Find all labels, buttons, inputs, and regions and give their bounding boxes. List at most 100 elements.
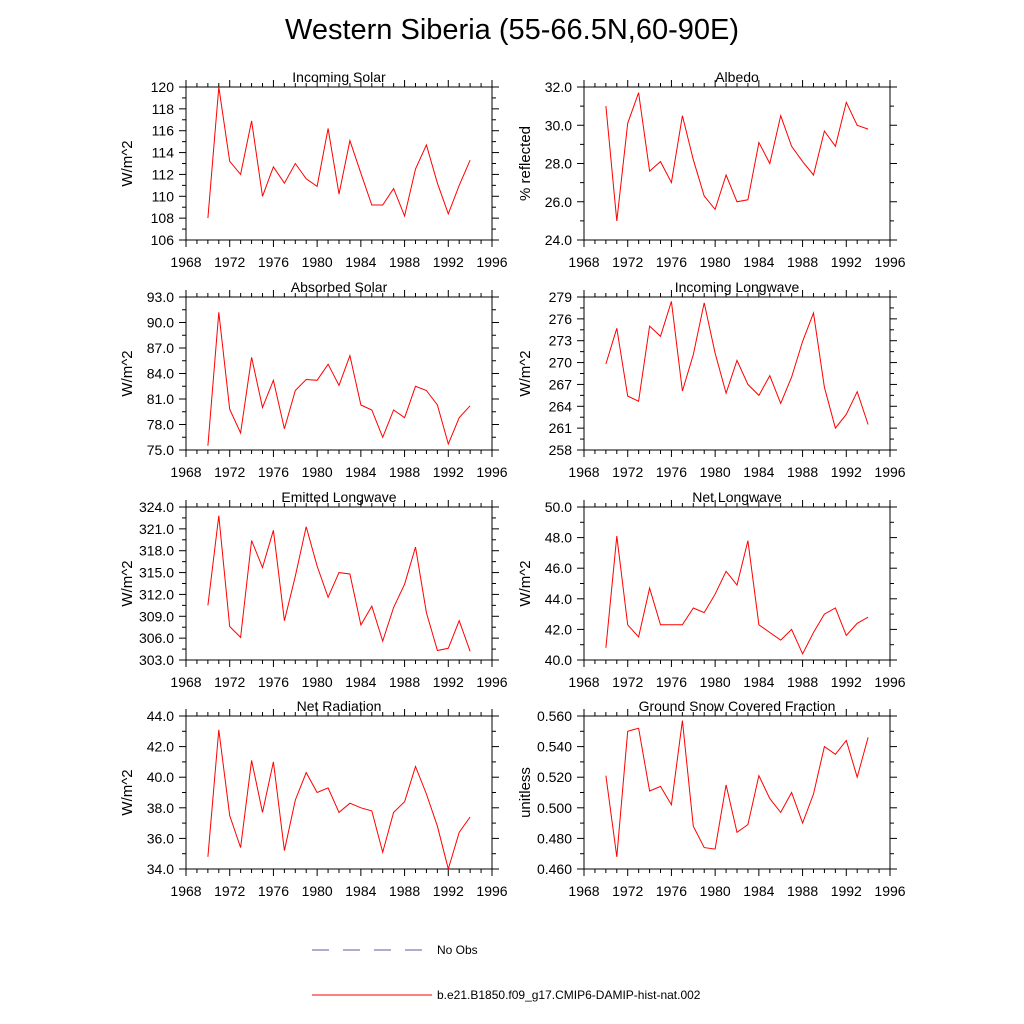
x-tick-label: 1996 bbox=[874, 674, 905, 690]
x-tick-label: 1996 bbox=[874, 464, 905, 480]
y-tick-label: 42.0 bbox=[545, 621, 572, 637]
x-tick-label: 1984 bbox=[345, 674, 376, 690]
y-axis-label: W/m^2 bbox=[517, 350, 534, 396]
y-tick-label: 40.0 bbox=[545, 652, 572, 668]
x-tick-label: 1992 bbox=[831, 883, 862, 899]
x-tick-label: 1984 bbox=[743, 254, 774, 270]
x-tick-label: 1988 bbox=[787, 674, 818, 690]
y-axis-label: unitless bbox=[517, 767, 534, 818]
x-tick-label: 1984 bbox=[345, 464, 376, 480]
legend: No Obs b.e21.B1850.f09_g17.CMIP6-DAMIP-hi… bbox=[312, 943, 701, 1002]
x-tick-label: 1988 bbox=[787, 254, 818, 270]
y-tick-label: 84.0 bbox=[147, 366, 174, 382]
x-tick-label: 1976 bbox=[656, 674, 687, 690]
y-tick-label: 32.0 bbox=[545, 79, 572, 95]
y-tick-label: 38.0 bbox=[147, 800, 174, 816]
y-tick-label: 81.0 bbox=[147, 391, 174, 407]
x-tick-label: 1968 bbox=[568, 464, 599, 480]
x-tick-label: 1968 bbox=[568, 254, 599, 270]
x-tick-label: 1984 bbox=[743, 883, 774, 899]
series-line bbox=[207, 86, 471, 219]
y-axis-label: W/m^2 bbox=[517, 560, 534, 606]
x-tick-label: 1980 bbox=[700, 883, 731, 899]
x-tick-label: 1996 bbox=[874, 254, 905, 270]
y-tick-label: 48.0 bbox=[545, 530, 572, 546]
x-tick-label: 1968 bbox=[170, 883, 201, 899]
y-tick-label: 0.500 bbox=[537, 800, 572, 816]
y-tick-label: 93.0 bbox=[147, 289, 174, 305]
panel-title: Ground Snow Covered Fraction bbox=[639, 698, 836, 714]
panels: Incoming Solar 1968 1972 1976 1980 1984 1988 19… bbox=[119, 69, 906, 899]
x-tick-label: 1992 bbox=[831, 674, 862, 690]
x-tick-label: 1988 bbox=[787, 883, 818, 899]
x-tick-label: 1976 bbox=[258, 254, 289, 270]
x-tick-label: 1992 bbox=[433, 674, 464, 690]
x-tick-label: 1972 bbox=[612, 674, 643, 690]
x-tick-label: 1984 bbox=[345, 883, 376, 899]
y-tick-label: 0.540 bbox=[537, 739, 572, 755]
x-tick-label: 1996 bbox=[874, 883, 905, 899]
y-tick-label: 24.0 bbox=[545, 232, 572, 248]
y-axis-label: W/m^2 bbox=[119, 769, 136, 815]
y-tick-label: 46.0 bbox=[545, 560, 572, 576]
x-tick-label: 1988 bbox=[389, 254, 420, 270]
panel-7: Net Radiation 1968 1972 1976 1980 1984 1988 199… bbox=[119, 698, 508, 899]
x-tick-label: 1976 bbox=[656, 254, 687, 270]
y-tick-label: 87.0 bbox=[147, 340, 174, 356]
y-tick-label: 306.0 bbox=[139, 630, 174, 646]
x-tick-label: 1980 bbox=[700, 674, 731, 690]
x-tick-label: 1976 bbox=[258, 464, 289, 480]
panel-title: Emitted Longwave bbox=[281, 489, 396, 505]
x-tick-label: 1996 bbox=[476, 674, 507, 690]
x-tick-label: 1968 bbox=[568, 883, 599, 899]
x-tick-label: 1984 bbox=[743, 674, 774, 690]
x-tick-label: 1988 bbox=[389, 883, 420, 899]
plot-frame bbox=[583, 296, 891, 451]
x-tick-label: 1972 bbox=[214, 674, 245, 690]
x-tick-label: 1980 bbox=[302, 254, 333, 270]
x-tick-label: 1992 bbox=[831, 464, 862, 480]
x-tick-label: 1988 bbox=[389, 464, 420, 480]
x-tick-label: 1992 bbox=[433, 464, 464, 480]
panel-title: Albedo bbox=[715, 69, 759, 85]
x-tick-label: 1984 bbox=[743, 464, 774, 480]
y-tick-label: 267 bbox=[549, 376, 573, 392]
plot-frame bbox=[583, 715, 891, 870]
plot-frame bbox=[185, 296, 493, 451]
y-tick-label: 303.0 bbox=[139, 652, 174, 668]
x-tick-label: 1976 bbox=[258, 883, 289, 899]
y-tick-label: 50.0 bbox=[545, 499, 572, 515]
legend-label: No Obs bbox=[437, 943, 478, 957]
y-tick-label: 108 bbox=[151, 210, 175, 226]
panel-title: Absorbed Solar bbox=[291, 279, 388, 295]
x-tick-label: 1984 bbox=[345, 254, 376, 270]
x-tick-label: 1968 bbox=[170, 254, 201, 270]
y-tick-label: 34.0 bbox=[147, 861, 174, 877]
y-axis-label: % reflected bbox=[517, 126, 534, 201]
y-axis-label: W/m^2 bbox=[119, 350, 136, 396]
series-line bbox=[207, 515, 471, 652]
x-tick-label: 1980 bbox=[700, 254, 731, 270]
plot-frame bbox=[185, 715, 493, 870]
x-tick-label: 1972 bbox=[612, 883, 643, 899]
x-tick-label: 1972 bbox=[214, 464, 245, 480]
y-tick-label: 276 bbox=[549, 311, 573, 327]
series-line bbox=[207, 729, 471, 871]
panel-title: Incoming Solar bbox=[292, 69, 386, 85]
y-tick-label: 42.0 bbox=[147, 739, 174, 755]
x-tick-label: 1980 bbox=[302, 674, 333, 690]
panel-2: Albedo 1968 1972 1976 1980 1984 1988 1992 1996 24… bbox=[517, 69, 906, 270]
y-tick-label: 273 bbox=[549, 333, 573, 349]
x-tick-label: 1996 bbox=[476, 464, 507, 480]
y-tick-label: 75.0 bbox=[147, 442, 174, 458]
y-tick-label: 78.0 bbox=[147, 417, 174, 433]
panel-title: Net Longwave bbox=[692, 489, 782, 505]
y-tick-label: 315.0 bbox=[139, 565, 174, 581]
series-line bbox=[207, 312, 471, 446]
y-axis-label: W/m^2 bbox=[119, 140, 136, 186]
panel-5: Emitted Longwave 1968 1972 1976 1980 1984 1988… bbox=[119, 489, 508, 690]
y-tick-label: 312.0 bbox=[139, 586, 174, 602]
y-tick-label: 0.460 bbox=[537, 861, 572, 877]
x-tick-label: 1976 bbox=[258, 674, 289, 690]
